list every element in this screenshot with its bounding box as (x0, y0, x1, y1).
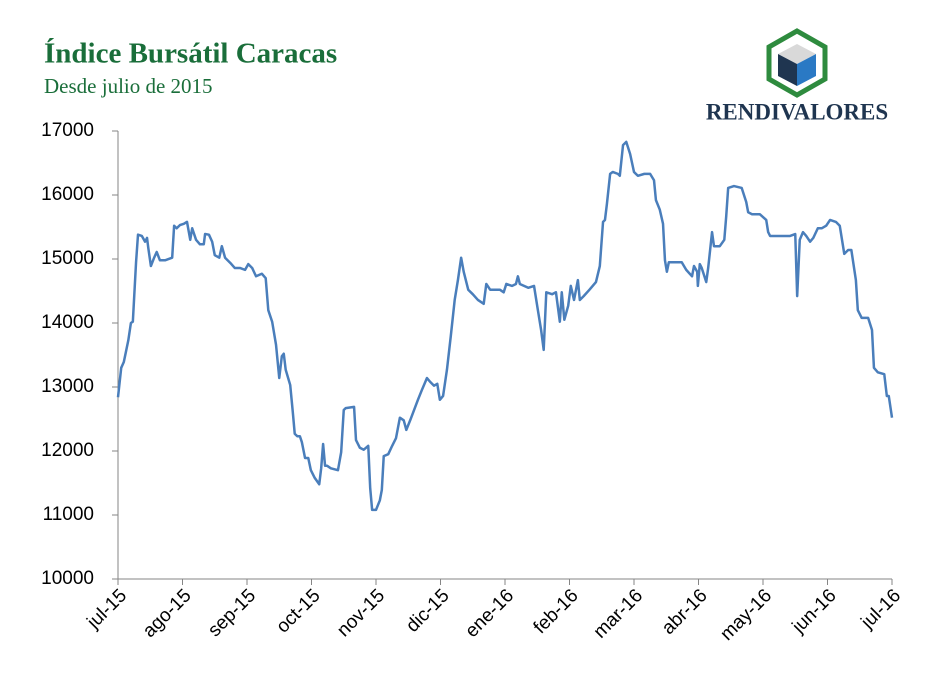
y-tick-label: 15000 (41, 248, 94, 269)
y-tick-label: 14000 (41, 312, 94, 333)
y-tick-label: 17000 (41, 120, 94, 141)
y-tick-label: 11000 (43, 504, 94, 525)
x-tick-label: ago-15 (139, 585, 196, 642)
x-tick-label: sep-15 (204, 585, 260, 641)
y-tick-label: 16000 (41, 184, 94, 205)
x-tick-label: jun-16 (788, 585, 841, 638)
x-tick-label: may-16 (716, 585, 776, 645)
x-tick-label: oct-15 (272, 585, 324, 637)
x-tick-label: feb-16 (530, 585, 583, 638)
chart-title: Índice Bursátil Caracas (44, 37, 337, 70)
y-tick-label: 13000 (41, 376, 94, 397)
x-tick-label: nov-15 (333, 585, 389, 641)
y-tick-label: 10000 (41, 568, 94, 589)
x-tick-label: ene-16 (461, 585, 518, 642)
x-tick-label: abr-16 (658, 585, 712, 639)
brand: RENDIVALORES (706, 99, 888, 124)
y-tick-label: 12000 (41, 440, 94, 461)
x-tick-label: mar-16 (590, 585, 647, 642)
x-tick-label: jul-16 (857, 585, 905, 633)
x-tick-label: dic-15 (402, 585, 453, 636)
chart-subtitle: Desde julio de 2015 (44, 74, 213, 98)
series-line (116, 140, 894, 512)
x-tick-label: jul-15 (83, 585, 131, 633)
logo-icon (766, 28, 828, 98)
